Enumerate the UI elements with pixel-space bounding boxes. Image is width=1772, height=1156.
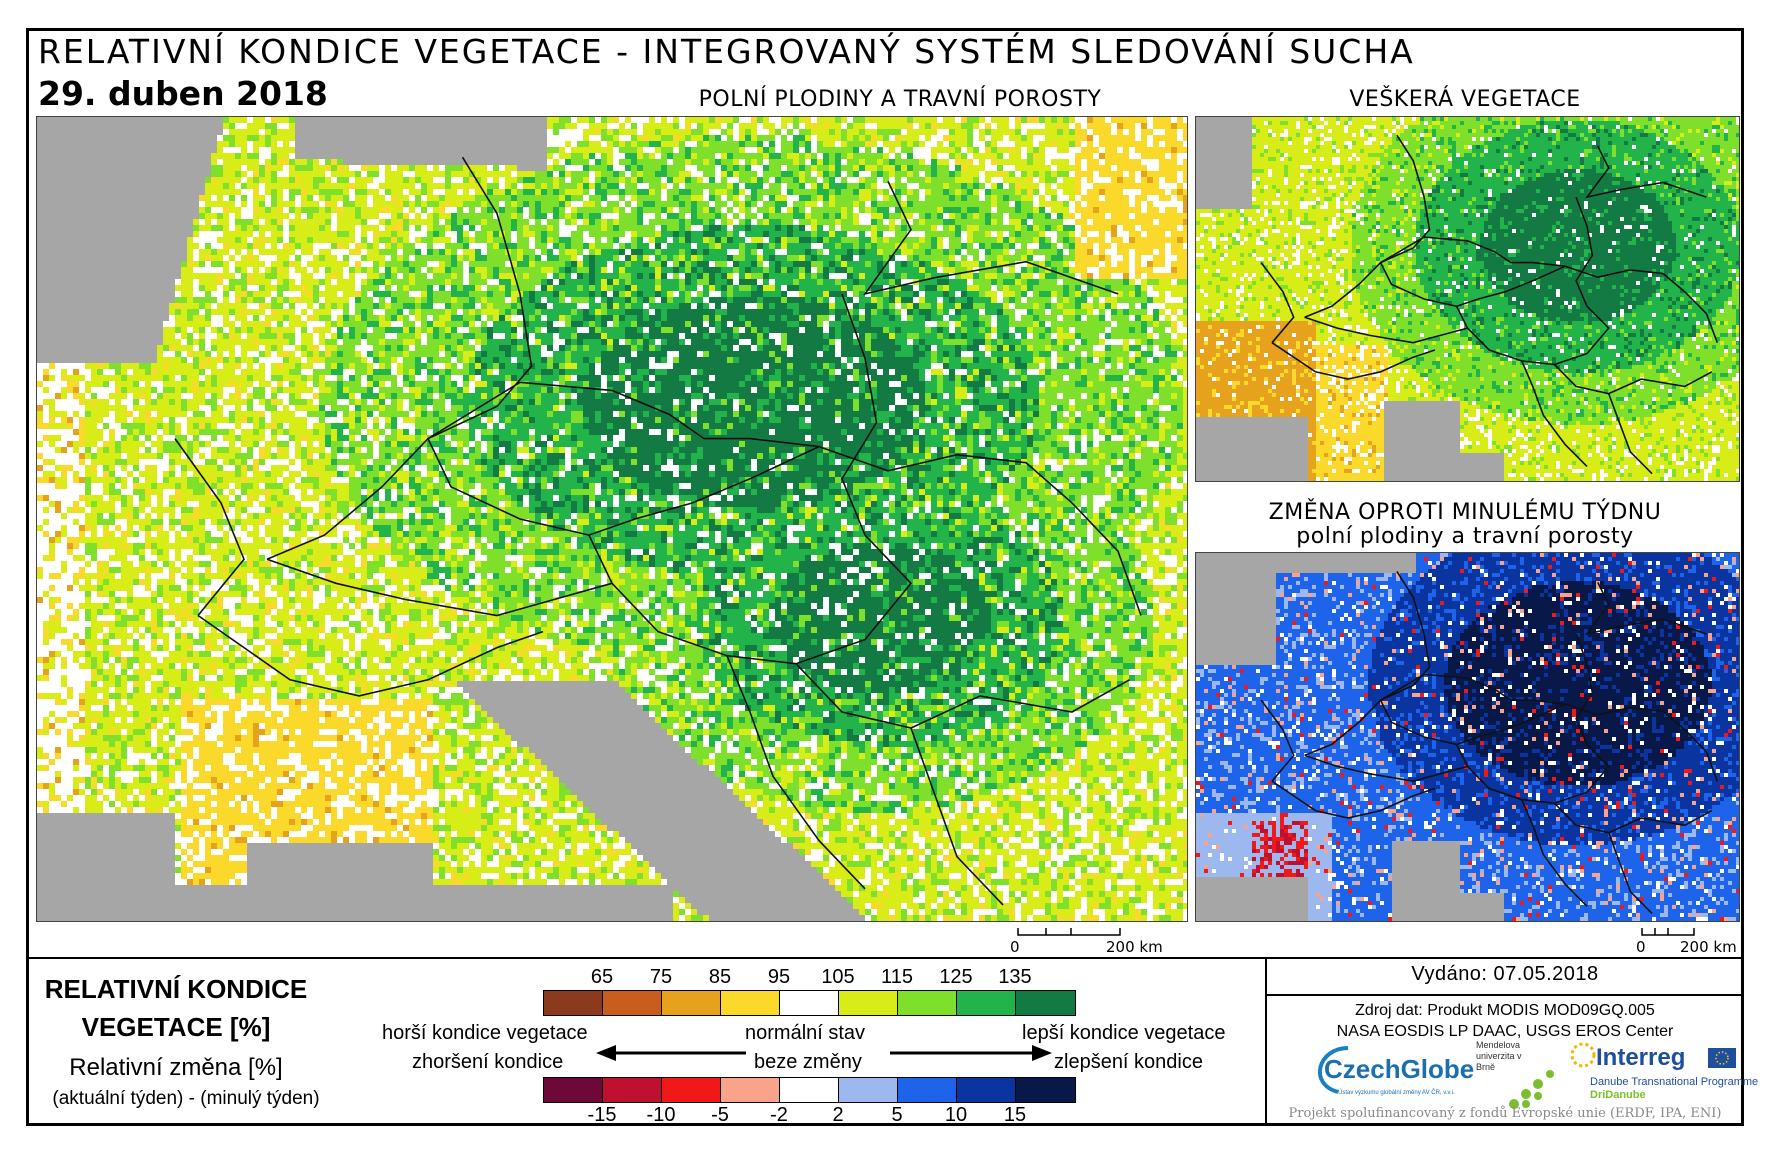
weekly-change-map	[1195, 552, 1740, 922]
change-swatch	[662, 1078, 721, 1102]
right-arrow-icon	[1032, 1045, 1052, 1061]
condition-swatch	[957, 991, 1016, 1015]
tick-label: 95	[768, 966, 790, 989]
change-map-subcaption: polní plodiny a travní porosty	[1195, 524, 1735, 549]
left-arrow-icon	[596, 1045, 616, 1061]
scale-distance-label: 200 km	[1680, 938, 1737, 956]
country-borders	[1260, 570, 1719, 915]
condition-swatch	[898, 991, 957, 1015]
tick-label: -2	[770, 1104, 788, 1127]
sheet-title: RELATIVNÍ KONDICE VEGETACE - INTEGROVANÝ…	[38, 32, 1415, 71]
map-raster	[37, 117, 1187, 921]
tick-label: -10	[647, 1104, 676, 1127]
change-swatch	[780, 1078, 839, 1102]
change-swatch	[839, 1078, 898, 1102]
tick-label: -15	[588, 1104, 617, 1127]
interreg-star-icon	[1570, 1042, 1596, 1068]
scale-bar-graphic	[1641, 928, 1695, 936]
change-swatch	[603, 1078, 662, 1102]
condition-swatch	[1016, 991, 1075, 1015]
issued-divider	[1265, 994, 1744, 996]
sheet-date: 29. duben 2018	[38, 74, 328, 113]
data-source: Zdroj dat: Produkt MODIS MOD09GQ.005 NAS…	[1270, 1000, 1740, 1042]
no-change-label: beze změny	[754, 1051, 862, 1074]
mendelu-dots-icon	[1509, 1070, 1554, 1109]
scale-bar-graphic	[1017, 928, 1121, 936]
legend-change-formula: (aktuální týden) - (minulý týden)	[36, 1088, 336, 1110]
condition-swatch	[780, 991, 839, 1015]
czechglobe-swoosh-icon	[1317, 1046, 1349, 1094]
condition-swatch	[603, 991, 662, 1015]
tick-label: 65	[591, 966, 613, 989]
normal-state-label: normální stav	[745, 1022, 865, 1045]
tick-label: 115	[881, 966, 913, 989]
tick-label: 105	[821, 966, 854, 989]
tick-label: 10	[945, 1104, 967, 1127]
mendelu-wordmark: Mendelova univerzita v Brně	[1476, 1040, 1526, 1073]
funding-note: Projekt spolufinancovaný z fondů Evropsk…	[1270, 1106, 1740, 1121]
change-swatch	[898, 1078, 957, 1102]
tick-label: 15	[1004, 1104, 1026, 1127]
scale-zero-label: 0	[1636, 938, 1646, 956]
change-swatch	[957, 1078, 1016, 1102]
czechglobe-subtitle: Ústav výzkumu globální změny AV ČR, v.v.…	[1338, 1090, 1455, 1096]
tick-label: 75	[650, 966, 672, 989]
interreg-project: DriDanube	[1590, 1089, 1646, 1101]
tick-label: 135	[998, 966, 1031, 989]
legend-change-title: Relativní změna [%]	[36, 1054, 316, 1082]
main-map-caption: POLNÍ PLODINY A TRAVNÍ POROSTY	[650, 87, 1150, 112]
tick-label: 5	[891, 1104, 902, 1127]
country-borders	[174, 156, 1142, 906]
tick-label: 85	[709, 966, 731, 989]
data-source-line1: Zdroj dat: Produkt MODIS MOD09GQ.005	[1270, 1000, 1740, 1021]
issued-date: Vydáno: 07.05.2018	[1270, 963, 1740, 986]
all-vegetation-map	[1195, 116, 1740, 482]
change-map-caption: ZMĚNA OPROTI MINULÉMU TÝDNU	[1195, 500, 1735, 525]
czechglobe-wordmark: CzechGlobe	[1324, 1054, 1474, 1085]
interreg-programme: Danube Transnational Programme	[1590, 1076, 1758, 1088]
legend-divider	[1265, 957, 1267, 1126]
all-vegetation-caption: VEŠKERÁ VEGETACE	[1195, 87, 1735, 112]
legend-arrows	[596, 1045, 1052, 1061]
tick-label: 125	[939, 966, 972, 989]
condition-swatch	[839, 991, 898, 1015]
condition-swatch	[544, 991, 603, 1015]
scale-zero-label: 0	[1010, 938, 1020, 956]
condition-swatch	[721, 991, 780, 1015]
data-source-line2: NASA EOSDIS LP DAAC, USGS EROS Center	[1270, 1021, 1740, 1042]
map-raster	[1196, 117, 1739, 481]
eu-flag-icon	[1708, 1048, 1736, 1068]
better-condition-label: lepší kondice vegetace	[1022, 1022, 1225, 1045]
condition-color-scale	[543, 990, 1076, 1016]
tick-label: 2	[832, 1104, 843, 1127]
condition-swatch	[662, 991, 721, 1015]
worse-change-label: zhoršení kondice	[412, 1051, 563, 1074]
change-color-scale	[543, 1077, 1076, 1103]
change-swatch	[1016, 1078, 1075, 1102]
country-borders	[1260, 134, 1719, 475]
change-swatch	[721, 1078, 780, 1102]
legend-title: RELATIVNÍ KONDICE VEGETACE [%]	[36, 970, 316, 1046]
better-change-label: zlepšení kondice	[1054, 1051, 1203, 1074]
mendelu-logo: Mendelova univerzita v Brně	[1476, 1040, 1566, 1109]
map-raster	[1196, 553, 1739, 921]
interreg-wordmark: Interreg	[1596, 1044, 1685, 1072]
worse-condition-label: horší kondice vegetace	[382, 1022, 588, 1045]
change-swatch	[544, 1078, 603, 1102]
tick-label: -5	[711, 1104, 729, 1127]
legend-panel	[26, 957, 1744, 1126]
main-vegetation-condition-map	[36, 116, 1188, 922]
scale-distance-label: 200 km	[1106, 938, 1163, 956]
